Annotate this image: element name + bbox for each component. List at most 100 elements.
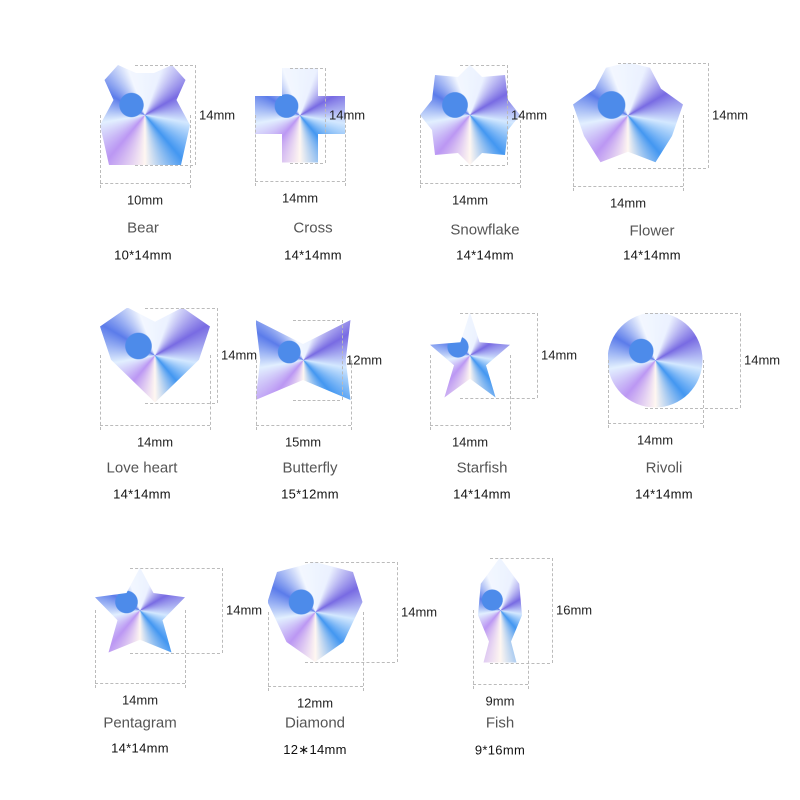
product-size: 14*14mm [284, 247, 342, 263]
dimension-line [430, 425, 510, 426]
dimension-line [95, 610, 96, 688]
dimension-line [305, 662, 395, 663]
crystal-image [607, 312, 703, 408]
width-label: 14mm [451, 434, 489, 450]
dimension-line [293, 400, 340, 401]
product-name: Rivoli [645, 459, 683, 477]
dimension-line [708, 62, 709, 168]
dimension-line [420, 183, 520, 184]
width-label: 15mm [284, 434, 322, 450]
height-label: 14mm [401, 604, 438, 620]
dimension-line [325, 67, 326, 163]
product-size: 14*14mm [623, 247, 681, 263]
dimension-line [645, 407, 738, 409]
dimension-line [135, 65, 193, 66]
height-label: 14mm [712, 107, 749, 123]
width-label: 12mm [296, 695, 334, 711]
dimension-line [460, 165, 505, 166]
dimension-line [430, 355, 431, 430]
crystal-image [100, 307, 210, 403]
dimension-line [740, 312, 741, 408]
dimension-line [217, 307, 218, 403]
dimension-line [293, 320, 340, 321]
dimension-line [255, 115, 256, 186]
height-label: 14mm [744, 352, 781, 368]
dimension-line [100, 183, 190, 184]
width-label: 9mm [485, 693, 515, 709]
dimension-line [420, 115, 421, 188]
dimension-line [527, 610, 529, 689]
width-label: 14mm [136, 434, 174, 450]
crystal-image [573, 62, 683, 163]
dimension-line [130, 652, 220, 654]
dimension-line [145, 402, 215, 404]
height-label: 14mm [226, 602, 263, 618]
width-label: 14mm [451, 192, 489, 208]
dimension-line [510, 355, 511, 430]
dimension-line [460, 312, 535, 314]
width-label: 10mm [126, 192, 164, 208]
dimension-line [267, 686, 363, 687]
product-name: Flower [629, 222, 675, 240]
product-name: Cross [293, 219, 333, 237]
dimension-line [507, 65, 508, 165]
dimension-line [362, 612, 364, 691]
dimension-line [490, 662, 550, 664]
product-size: 14*14mm [635, 486, 693, 502]
dimension-line [95, 683, 185, 684]
dimension-line [618, 62, 706, 64]
dimension-line [305, 562, 395, 563]
height-label: 14mm [329, 107, 366, 123]
crystal-image [430, 312, 510, 398]
dimension-line [350, 360, 352, 430]
height-label: 16mm [556, 602, 593, 618]
product-size: 14*14mm [111, 740, 169, 756]
dimension-line [145, 307, 215, 309]
product-size: 10*14mm [114, 247, 172, 263]
dimension-line [100, 355, 101, 430]
dimension-line [537, 312, 538, 398]
product-name: Diamond [284, 714, 346, 732]
product-size: 9*16mm [474, 742, 526, 758]
dimension-line [222, 567, 223, 653]
crystal-image [420, 65, 520, 165]
width-label: 14mm [281, 190, 319, 206]
dimension-line [185, 610, 186, 688]
height-label: 14mm [511, 107, 548, 123]
product-name: Starfish [456, 459, 508, 477]
product-size: 14*14mm [113, 486, 171, 502]
dimension-line [552, 557, 553, 663]
product-name: Snowflake [450, 221, 520, 239]
crystal-image [95, 567, 185, 653]
dimension-line [135, 165, 193, 166]
crystal-image [255, 320, 351, 400]
width-label: 14mm [121, 692, 159, 708]
dimension-line [290, 162, 323, 164]
dimension-line [255, 360, 257, 430]
dimension-line [618, 167, 706, 169]
crystal-image [267, 562, 363, 662]
dimension-line [195, 65, 196, 165]
width-label: 14mm [636, 432, 674, 448]
dimension-line [472, 610, 474, 689]
crystal-image [478, 557, 522, 663]
dimension-line [345, 115, 346, 186]
dimension-line [397, 562, 398, 662]
dimension-line [267, 612, 269, 691]
crystal-image [100, 65, 190, 165]
height-label: 14mm [199, 107, 236, 123]
dimension-line [290, 67, 323, 69]
height-label: 12mm [346, 352, 383, 368]
product-name: Bear [127, 219, 159, 237]
dimension-line [683, 115, 684, 191]
dimension-line [607, 360, 609, 428]
dimension-line [460, 65, 505, 66]
dimension-line [645, 312, 738, 314]
dimension-line [100, 115, 101, 188]
dimension-line [520, 115, 521, 188]
width-label: 14mm [609, 195, 647, 211]
height-label: 14mm [541, 347, 578, 363]
height-label: 14mm [221, 347, 258, 363]
dimension-line [190, 115, 191, 188]
product-size: 14*14mm [456, 247, 514, 263]
